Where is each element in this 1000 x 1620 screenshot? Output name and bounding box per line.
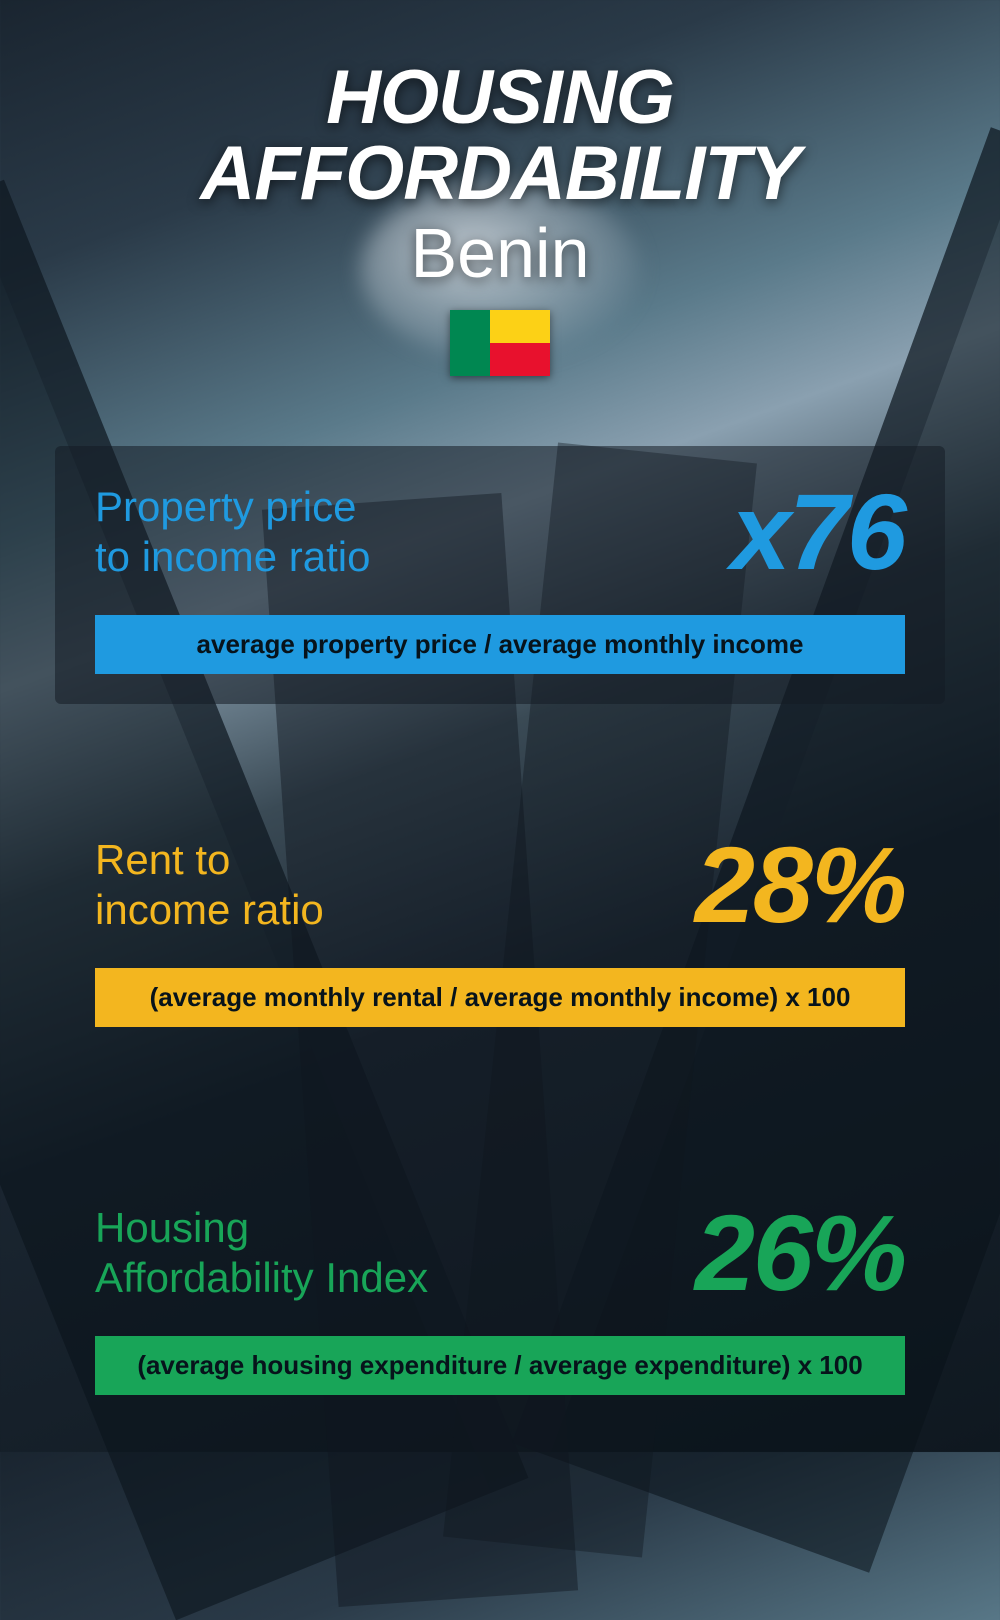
metric-card-property-price: Property price to income ratio x76 avera… (55, 446, 945, 704)
metric-value: 28% (695, 836, 905, 933)
flag-right-stripes (490, 310, 550, 376)
flag-yellow-stripe (490, 310, 550, 343)
metric-label-line2: Affordability Index (95, 1253, 428, 1303)
metric-label-line1: Rent to (95, 835, 324, 885)
flag-green-stripe (450, 310, 490, 376)
metric-row: Rent to income ratio 28% (95, 835, 905, 934)
metric-row: Housing Affordability Index 26% (95, 1203, 905, 1302)
metric-label: Housing Affordability Index (95, 1203, 428, 1302)
metric-label: Rent to income ratio (95, 835, 324, 934)
metric-value: x76 (731, 483, 905, 580)
metric-formula-bar: average property price / average monthly… (95, 615, 905, 674)
metric-row: Property price to income ratio x76 (95, 482, 905, 581)
metric-label-line2: income ratio (95, 885, 324, 935)
metric-value: 26% (695, 1204, 905, 1301)
metric-card-rent-to-income: Rent to income ratio 28% (average monthl… (55, 799, 945, 1057)
metric-formula-bar: (average housing expenditure / average e… (95, 1336, 905, 1395)
benin-flag-icon (450, 310, 550, 376)
infographic-content: HOUSING AFFORDABILITY Benin Property pri… (0, 0, 1000, 1452)
main-title: HOUSING AFFORDABILITY (55, 60, 945, 212)
metric-formula-bar: (average monthly rental / average monthl… (95, 968, 905, 1027)
metric-label-line1: Property price (95, 482, 370, 532)
country-subtitle: Benin (55, 218, 945, 288)
flag-red-stripe (490, 343, 550, 376)
metric-label-line1: Housing (95, 1203, 428, 1253)
metric-card-affordability-index: Housing Affordability Index 26% (average… (55, 1167, 945, 1425)
metric-label: Property price to income ratio (95, 482, 370, 581)
metric-label-line2: to income ratio (95, 532, 370, 582)
